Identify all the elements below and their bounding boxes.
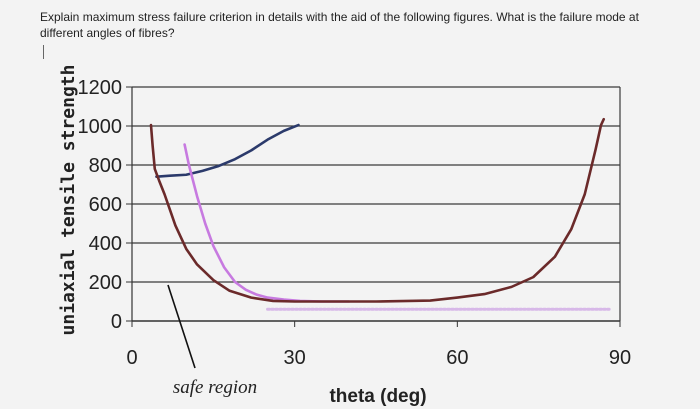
safe-region-pointer xyxy=(167,284,196,369)
y-axis-label: uniaxial tensile strength xyxy=(58,65,79,336)
question-text: Explain maximum stress failure criterion… xyxy=(40,10,639,40)
x-tick-label: 0 xyxy=(126,347,137,369)
text-cursor xyxy=(43,45,44,59)
y-tick-label: 800 xyxy=(89,155,122,177)
y-tick-label: 1000 xyxy=(78,116,123,138)
y-tick-label: 600 xyxy=(89,194,122,216)
y-tick-label: 200 xyxy=(89,272,122,294)
x-tick-label: 90 xyxy=(609,347,631,369)
y-tick-label: 0 xyxy=(111,311,122,333)
y-tick-label: 400 xyxy=(89,233,122,255)
x-tick-label: 30 xyxy=(284,347,306,369)
x-tick-label: 60 xyxy=(446,347,468,369)
x-axis-label: theta (deg) xyxy=(329,386,426,407)
safe-region-label: safe region xyxy=(173,377,257,398)
series-line-1 xyxy=(155,123,300,178)
series-line-3 xyxy=(149,117,606,303)
y-tick-label: 1200 xyxy=(78,77,123,99)
